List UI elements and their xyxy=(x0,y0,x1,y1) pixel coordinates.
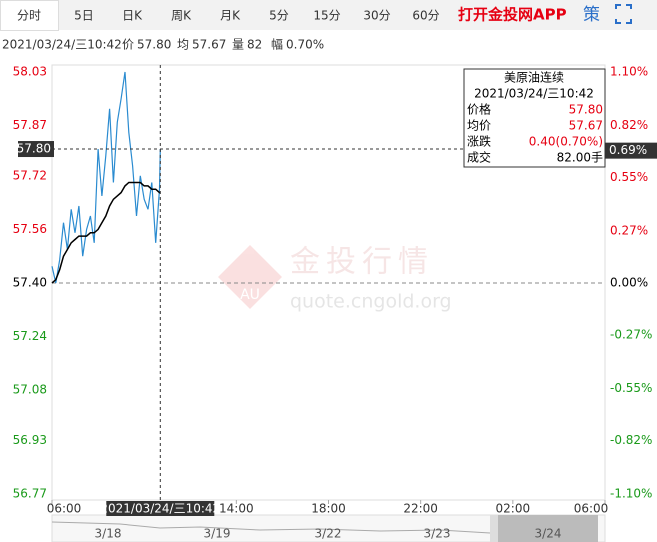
tab[interactable]: 分时 xyxy=(17,9,41,23)
fullscreen-icon[interactable] xyxy=(615,4,632,24)
info-line: 2021/03/24/三10:42 价 57.80 均 57.67 量 82 幅 0.70% xyxy=(2,37,324,52)
y2-tick-label: -0.82% xyxy=(610,433,652,447)
x-tick-label: 02:00 xyxy=(496,502,531,516)
x-tick-label: 06:00 xyxy=(574,502,609,516)
tooltip-box xyxy=(463,68,606,168)
crosshair-y-label: 57.80 xyxy=(17,142,51,156)
y2-tick-label: 0.82% xyxy=(610,118,648,132)
watermark-url: quote.cngold.org xyxy=(290,291,452,313)
y-tick-label: 57.24 xyxy=(13,329,47,343)
x-tick-label: 14:00 xyxy=(219,502,254,516)
tab[interactable]: 日K xyxy=(122,9,143,23)
info-range: 0.70% xyxy=(286,38,324,52)
tooltip-time: 2021/03/24/三10:42 xyxy=(474,87,594,101)
tooltip-key: 价格 xyxy=(467,102,491,117)
tab[interactable]: 60分 xyxy=(412,9,439,23)
info-datetime: 2021/03/24/三10:42 xyxy=(2,38,122,52)
y2-tick-label: 0.00% xyxy=(610,276,648,290)
tab[interactable]: 月K xyxy=(220,9,241,23)
crosshair-y2-label: 0.69% xyxy=(609,143,647,157)
y2-tick-label: 0.55% xyxy=(610,170,648,184)
tooltip-value: 57.67 xyxy=(569,119,603,133)
crosshair-y2-box xyxy=(605,142,657,159)
navigator-window[interactable] xyxy=(498,515,598,542)
y2-tick-label: -1.10% xyxy=(610,487,652,501)
y-tick-label: 57.40 xyxy=(13,276,47,290)
tab[interactable]: 周K xyxy=(171,9,192,23)
navigator-date: 3/18 xyxy=(95,527,122,541)
y-tick-label: 57.08 xyxy=(13,383,47,397)
info-avg-label: 均 xyxy=(177,38,189,52)
tooltip-key: 成交 xyxy=(467,150,491,165)
tab-bar xyxy=(0,0,657,30)
watermark: AU 金投行情 quote.cngold.org xyxy=(218,245,452,313)
navigator-line xyxy=(51,521,491,534)
y2-tick-label: -0.55% xyxy=(610,381,652,395)
crosshair-x-label: 2021/03/24/三10:42 xyxy=(100,502,220,516)
tab[interactable]: 15分 xyxy=(313,9,340,23)
tab[interactable]: 5日 xyxy=(74,9,94,23)
y-tick-label: 57.56 xyxy=(13,222,47,236)
tab[interactable]: 5分 xyxy=(269,9,289,23)
y-tick-label: 57.87 xyxy=(13,118,47,132)
info-volume-label: 量 xyxy=(232,38,244,52)
y-tick-label: 56.93 xyxy=(13,433,47,447)
x-tick-label: 22:00 xyxy=(403,502,438,516)
x-tick-label: 18:00 xyxy=(311,502,346,516)
y2-tick-label: 0.27% xyxy=(610,224,648,238)
tab[interactable]: 30分 xyxy=(363,9,390,23)
info-avg: 57.67 xyxy=(192,38,226,52)
watermark-logo xyxy=(218,245,282,309)
y-tick-label: 58.03 xyxy=(13,65,47,79)
y2-tick-label: -0.27% xyxy=(610,327,652,341)
watermark-badge: AU xyxy=(240,287,260,303)
navigator-date: 3/23 xyxy=(424,527,451,541)
x-tick-label: 06:00 xyxy=(47,502,82,516)
tooltip-key: 涨跌 xyxy=(467,134,491,149)
info-price-label: 价 xyxy=(122,38,134,52)
info-price: 57.80 xyxy=(137,38,171,52)
y-tick-label: 56.77 xyxy=(13,487,47,501)
price-line xyxy=(51,71,161,284)
y-tick-label: 57.72 xyxy=(13,168,47,182)
info-range-label: 幅 xyxy=(271,37,283,52)
tooltip-value: 57.80 xyxy=(569,103,603,117)
tooltip-value: 82.00手 xyxy=(557,151,603,165)
tooltip-value: 0.40(0.70%) xyxy=(529,135,603,149)
y2-tick-label: 1.10% xyxy=(610,65,648,79)
crosshair-y-box xyxy=(18,141,54,158)
app-link[interactable]: 打开金投网APP xyxy=(458,6,567,24)
info-volume: 82 xyxy=(247,38,262,52)
watermark-name: 金投行情 xyxy=(290,245,434,280)
navigator-date: 3/22 xyxy=(315,527,342,541)
price-line xyxy=(51,181,161,284)
navigator-date: 3/19 xyxy=(204,527,231,541)
tooltip-title: 美原油连续 xyxy=(504,70,564,85)
navigator-handle[interactable] xyxy=(490,515,498,542)
tooltip-key: 均价 xyxy=(467,119,491,133)
crosshair-x-box xyxy=(106,501,215,516)
navigator-date: 3/24 xyxy=(535,527,562,541)
tab-selected xyxy=(0,0,59,31)
strategy-icon[interactable]: 策 xyxy=(583,5,600,25)
